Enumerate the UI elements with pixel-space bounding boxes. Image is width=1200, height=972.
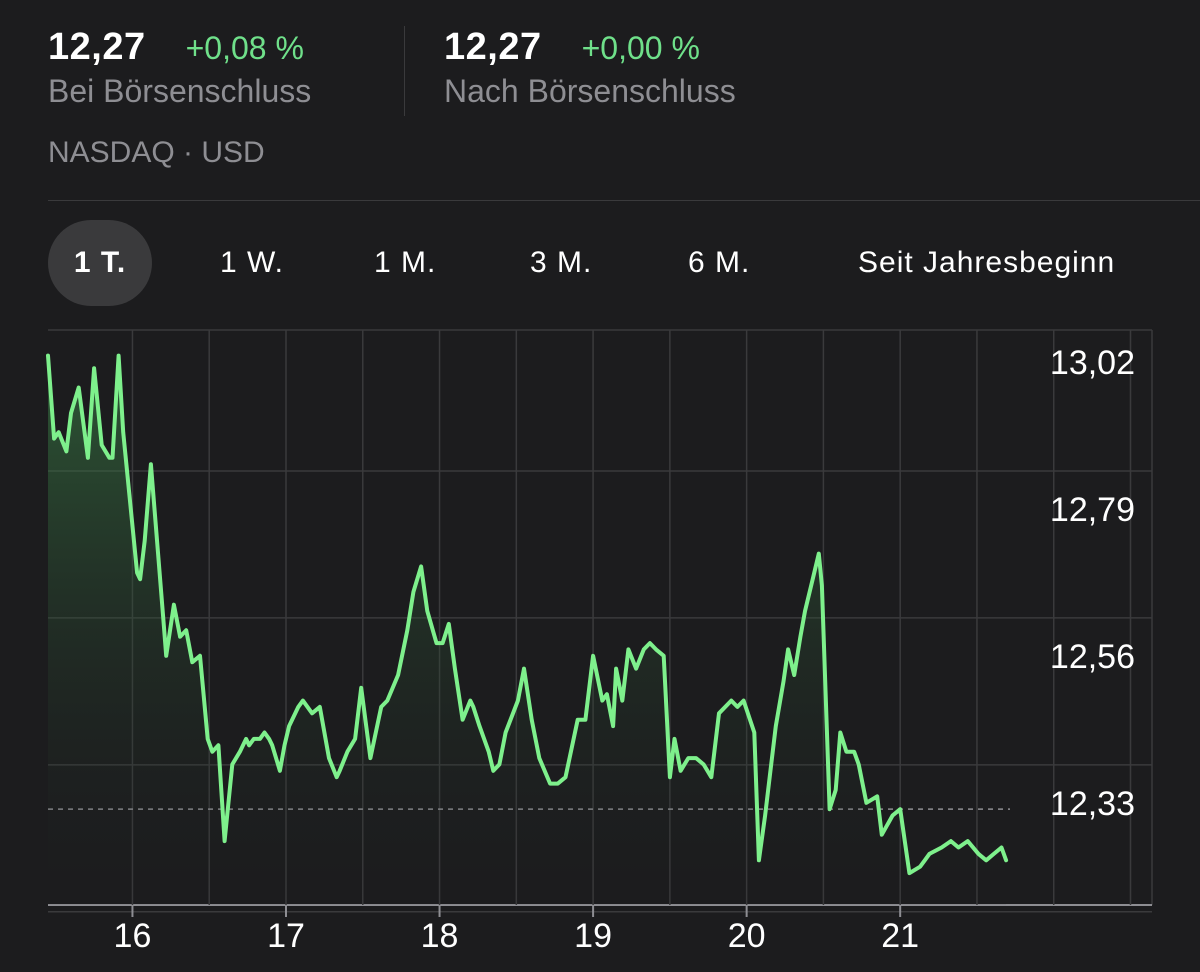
header-divider [48,200,1200,201]
exchange-currency: NASDAQ · USD [48,136,265,169]
x-tick-label: 16 [114,917,152,955]
quote-divider [404,26,405,116]
x-axis: 16 17 18 19 20 21 [114,905,919,955]
close-change: +0,08 % [185,30,304,66]
x-tick-label: 21 [881,917,919,955]
range-year-to-date[interactable]: Seit Jahresbeginn [858,246,1116,279]
x-tick-label: 20 [728,917,766,955]
range-1-week[interactable]: 1 W. [220,246,285,279]
range-6-months[interactable]: 6 M. [688,246,751,279]
y-tick-label: 13,02 [1050,344,1135,382]
x-tick-label: 17 [267,917,305,955]
close-label: Bei Börsenschluss [48,73,312,109]
after-hours-label: Nach Börsenschluss [444,73,736,109]
close-price: 12,27 [48,26,146,68]
after-hours-change: +0,00 % [581,30,700,66]
after-hours-price: 12,27 [444,26,542,68]
close-quote: 12,27 +0,08 % Bei Börsenschluss [48,26,311,110]
x-tick-label: 19 [574,917,612,955]
price-line [46,353,1009,876]
x-tick-label: 18 [421,917,459,955]
y-tick-label: 12,33 [1050,785,1135,823]
range-1-day[interactable]: 1 T. [48,220,152,306]
y-tick-label: 12,56 [1050,638,1135,676]
y-axis: 13,02 12,79 12,56 12,33 [1050,344,1135,823]
after-hours-quote: 12,27 +0,00 % Nach Börsenschluss [444,26,736,110]
y-tick-label: 12,79 [1050,491,1135,529]
range-1-month[interactable]: 1 M. [374,246,437,279]
price-area [48,355,1007,906]
time-range-selector: 1 T. 1 W. 1 M. 3 M. 6 M. Seit Jahresbegi… [0,220,1200,310]
range-3-months[interactable]: 3 M. [530,246,593,279]
